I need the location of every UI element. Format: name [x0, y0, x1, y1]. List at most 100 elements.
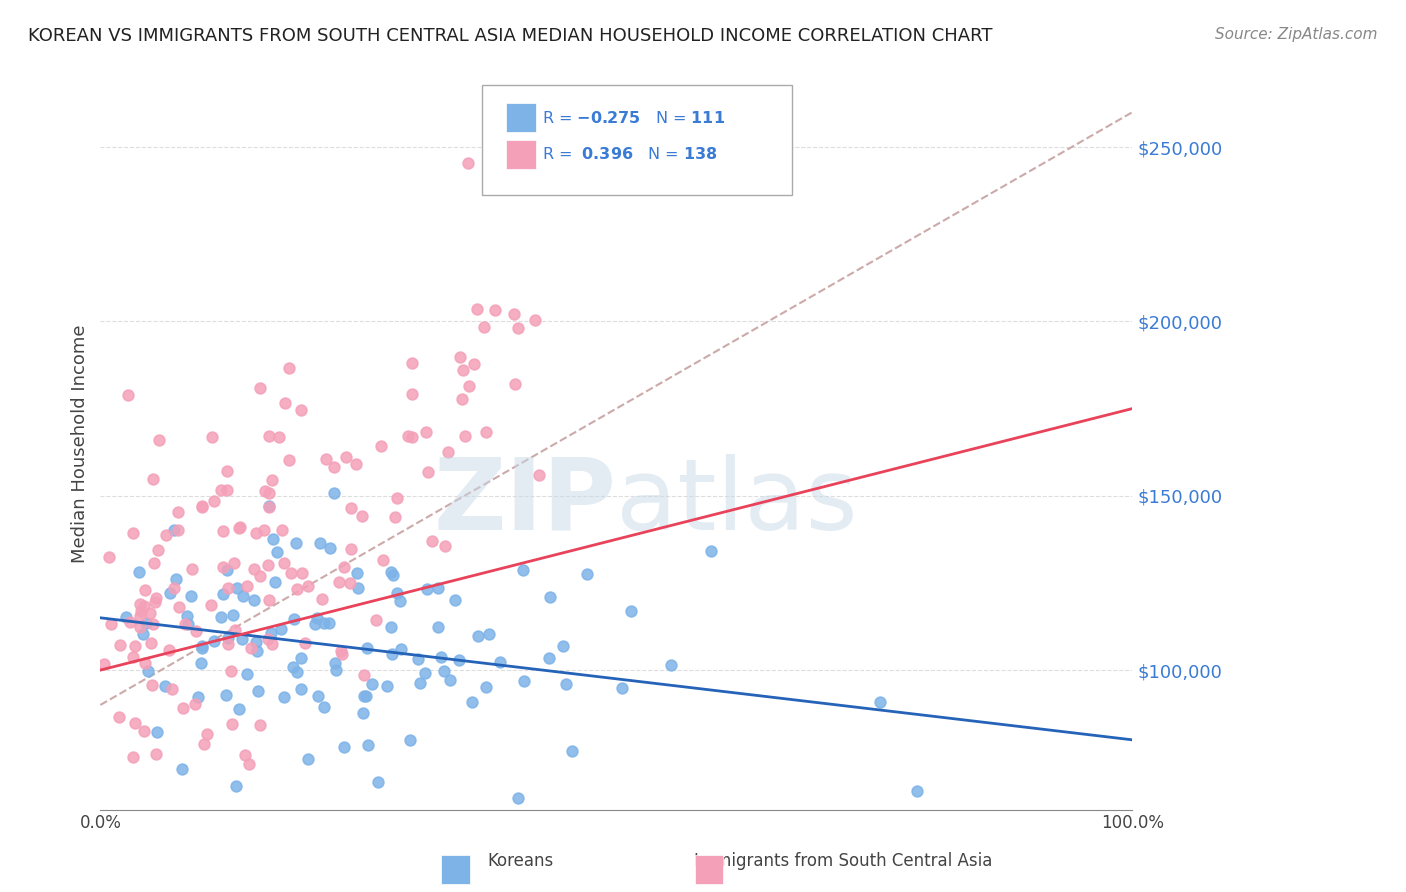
Point: [134, 656, 156, 670]
Point: [257, 632, 280, 646]
Point: [415, 425, 437, 439]
Point: [176, 608, 198, 623]
Point: [344, 457, 367, 471]
Point: [401, 356, 423, 370]
Point: [180, 590, 202, 604]
Point: [285, 582, 308, 596]
Point: [129, 597, 152, 611]
Point: [350, 508, 373, 523]
Point: [905, 783, 928, 797]
Point: [385, 491, 408, 506]
Point: [291, 566, 314, 580]
Text: R = $\bf{-0.275}$   N = $\bf{111}$: R = $\bf{-0.275}$ N = $\bf{111}$: [541, 110, 725, 126]
Text: KOREAN VS IMMIGRANTS FROM SOUTH CENTRAL ASIA MEDIAN HOUSEHOLD INCOME CORRELATION: KOREAN VS IMMIGRANTS FROM SOUTH CENTRAL …: [28, 27, 993, 45]
Point: [243, 592, 266, 607]
Point: [311, 592, 333, 607]
Point: [307, 611, 329, 625]
Point: [472, 320, 495, 334]
Point: [228, 521, 250, 535]
Point: [217, 563, 239, 577]
Point: [215, 483, 238, 497]
Point: [484, 302, 506, 317]
Point: [190, 656, 212, 670]
Point: [253, 484, 276, 499]
Point: [226, 581, 249, 595]
Point: [538, 590, 561, 604]
Point: [260, 637, 283, 651]
Point: [120, 615, 142, 629]
Point: [434, 539, 457, 553]
Point: [135, 615, 157, 630]
Point: [307, 690, 329, 704]
Point: [257, 500, 280, 514]
Point: [384, 510, 406, 524]
Point: [108, 710, 131, 724]
Point: [238, 757, 260, 772]
Point: [184, 698, 207, 712]
Point: [141, 636, 163, 650]
Point: [115, 609, 138, 624]
Point: [195, 726, 218, 740]
Point: [172, 701, 194, 715]
Point: [427, 581, 450, 595]
Text: Koreans: Koreans: [486, 852, 554, 870]
Point: [190, 500, 212, 514]
Text: Immigrants from South Central Asia: Immigrants from South Central Asia: [695, 852, 993, 870]
Text: Source: ZipAtlas.com: Source: ZipAtlas.com: [1215, 27, 1378, 42]
Point: [143, 556, 166, 570]
Point: [217, 464, 239, 478]
Point: [181, 562, 204, 576]
Point: [332, 739, 354, 754]
Point: [420, 533, 443, 548]
Point: [409, 676, 432, 690]
Point: [167, 599, 190, 614]
Point: [193, 737, 215, 751]
Point: [375, 679, 398, 693]
Point: [274, 396, 297, 410]
Point: [352, 706, 374, 721]
Point: [467, 630, 489, 644]
Point: [323, 485, 346, 500]
Point: [418, 466, 440, 480]
Point: [413, 665, 436, 680]
Point: [388, 594, 411, 608]
Point: [232, 589, 254, 603]
Point: [142, 472, 165, 486]
Point: [148, 434, 170, 448]
Point: [141, 678, 163, 692]
Point: [224, 623, 246, 637]
Point: [202, 493, 225, 508]
Point: [361, 677, 384, 691]
Point: [163, 523, 186, 537]
Point: [159, 585, 181, 599]
Point: [174, 617, 197, 632]
Point: [145, 747, 167, 761]
Point: [162, 581, 184, 595]
Point: [503, 376, 526, 391]
Point: [249, 381, 271, 395]
Point: [262, 473, 284, 487]
Point: [322, 460, 344, 475]
Point: [357, 738, 380, 752]
Point: [364, 613, 387, 627]
Point: [264, 575, 287, 590]
Point: [209, 483, 232, 498]
Point: [465, 302, 488, 317]
Point: [308, 535, 330, 549]
Point: [221, 716, 243, 731]
Point: [236, 666, 259, 681]
Point: [538, 651, 561, 665]
Point: [124, 639, 146, 653]
Point: [506, 321, 529, 335]
Point: [304, 617, 326, 632]
Point: [260, 626, 283, 640]
Point: [399, 732, 422, 747]
Text: atlas: atlas: [616, 453, 858, 550]
Point: [339, 541, 361, 556]
Point: [160, 682, 183, 697]
Point: [323, 656, 346, 670]
Point: [170, 762, 193, 776]
Point: [367, 775, 389, 789]
Point: [356, 640, 378, 655]
Point: [228, 520, 250, 534]
